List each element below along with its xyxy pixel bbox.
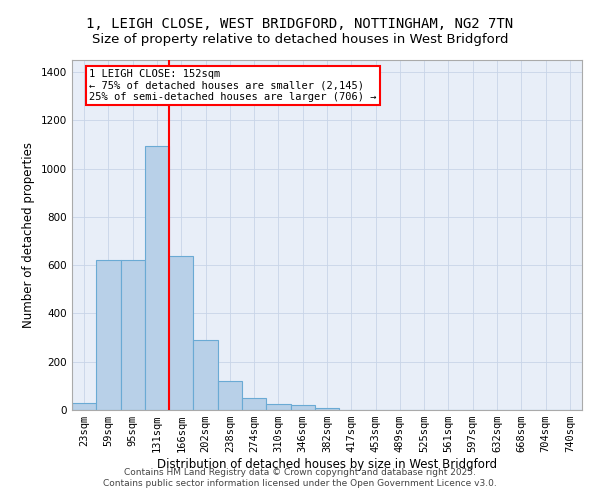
Bar [242,398,266,410]
Bar [145,146,169,410]
Bar [266,404,290,410]
Bar [193,340,218,410]
Bar [96,260,121,410]
Bar [218,381,242,410]
Bar [169,256,193,410]
Text: 1 LEIGH CLOSE: 152sqm
← 75% of detached houses are smaller (2,145)
25% of semi-d: 1 LEIGH CLOSE: 152sqm ← 75% of detached … [89,69,377,102]
Text: Size of property relative to detached houses in West Bridgford: Size of property relative to detached ho… [92,32,508,46]
Bar [121,260,145,410]
Bar [72,403,96,410]
Bar [315,408,339,410]
Bar [290,405,315,410]
Text: Contains HM Land Registry data © Crown copyright and database right 2025.
Contai: Contains HM Land Registry data © Crown c… [103,468,497,487]
Text: 1, LEIGH CLOSE, WEST BRIDGFORD, NOTTINGHAM, NG2 7TN: 1, LEIGH CLOSE, WEST BRIDGFORD, NOTTINGH… [86,18,514,32]
X-axis label: Distribution of detached houses by size in West Bridgford: Distribution of detached houses by size … [157,458,497,471]
Y-axis label: Number of detached properties: Number of detached properties [22,142,35,328]
